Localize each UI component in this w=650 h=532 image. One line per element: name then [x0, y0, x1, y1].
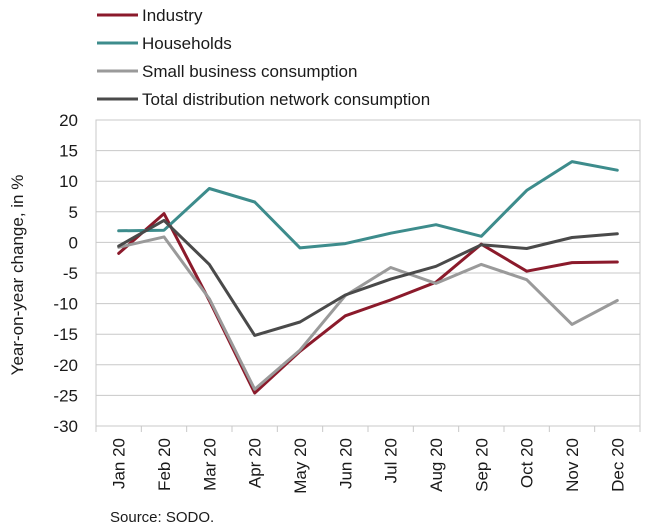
y-tick-label: -10 — [53, 295, 78, 314]
series-line-households — [117, 160, 619, 250]
legend-label: Small business consumption — [142, 62, 357, 81]
series-lines — [117, 160, 619, 395]
y-tick-label: 20 — [59, 111, 78, 130]
y-axis-title: Year-on-year change, in % — [8, 175, 27, 376]
x-tick-label: Aug 20 — [427, 438, 446, 492]
y-gridlines — [96, 119, 640, 427]
y-tick-label: 5 — [69, 203, 78, 222]
x-tick-label: Oct 20 — [518, 438, 537, 488]
x-tick-label: Jul 20 — [382, 438, 401, 483]
y-axis-ticks: -30 -25 -20 -15 -10 -5 0 5 10 15 20 — [53, 111, 78, 436]
y-tick-label: -20 — [53, 356, 78, 375]
x-tick-label: Apr 20 — [246, 438, 265, 488]
series-line-small-business-consumption — [117, 235, 619, 391]
legend-label: Households — [142, 34, 232, 53]
y-tick-label: -5 — [63, 264, 78, 283]
y-tick-label: -30 — [53, 417, 78, 436]
legend-label: Total distribution network consumption — [142, 90, 430, 109]
x-tick-label: Mar 20 — [200, 438, 219, 491]
x-tick-label: Dec 20 — [608, 438, 627, 492]
y-tick-label: -25 — [53, 386, 78, 405]
y-tick-label: 10 — [59, 172, 78, 191]
series-line-total-distribution-network-consumption — [117, 218, 619, 337]
x-tick-label: Nov 20 — [563, 438, 582, 492]
x-tick-label: Jun 20 — [336, 438, 355, 489]
y-tick-label: -15 — [53, 325, 78, 344]
y-tick-label: 15 — [59, 142, 78, 161]
x-tick-label: Sep 20 — [472, 438, 491, 492]
source-note: Source: SODO. — [110, 509, 214, 526]
x-tick-label: May 20 — [291, 438, 310, 494]
chart-legend: Industry Households Small business consump… — [97, 6, 430, 109]
x-axis-ticks: Jan 20 Feb 20 Mar 20 Apr 20 May 20 Jun 20 Jul … — [95, 426, 641, 494]
x-tick-label: Feb 20 — [155, 438, 174, 491]
x-tick-label: Jan 20 — [110, 438, 129, 489]
legend-label: Industry — [142, 6, 203, 25]
y-tick-label: 0 — [69, 233, 78, 252]
